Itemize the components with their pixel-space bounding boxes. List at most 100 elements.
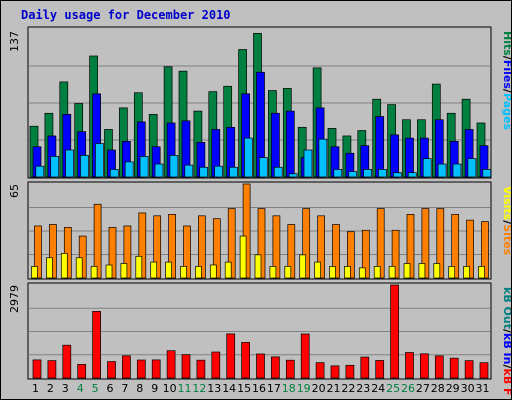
legend-visits: Visits [501,186,511,221]
bar-kb-day-30 [464,360,474,379]
x-axis-labels: 1 2 3 4 5 6 7 8 9 10 11 12 13 14 15 16 17 18 19 20 21 22 23 24 2… [32,382,490,395]
bar-visits-day-14 [224,261,232,279]
bar-visits-day-20 [314,261,321,279]
bar-kb-day-19 [300,333,310,379]
bar-files-day-25 [390,134,399,178]
chart-title: Daily usage for December 2010 [21,8,231,22]
bar-kb-day-18 [285,359,295,379]
bar-kb-day-4 [77,364,87,379]
x-tick-label: 31 [476,382,490,395]
x-tick-label: 19 [297,382,311,395]
bar-visits-day-28 [433,263,441,279]
bar-sites-day-24 [376,208,385,279]
x-tick-label: 22 [341,382,355,395]
legend-sep: / [501,89,511,94]
bar-visits-day-11 [180,266,187,279]
bar-pages-day-28 [437,163,447,178]
bar-kb-day-3 [62,344,72,379]
bar-sites-day-3 [63,227,72,279]
bar-pages-day-27 [422,158,432,178]
bar-kb-day-8 [136,359,146,379]
bar-visits-day-13 [209,264,217,279]
bar-sites-day-16 [257,208,266,279]
bar-pages-day-11 [184,164,194,178]
bar-pages-day-10 [169,155,179,178]
bar-visits-day-5 [90,266,98,279]
bar-visits-day-3 [60,253,68,279]
bar-kb-day-10 [166,350,176,379]
legend-sep: / [501,364,511,369]
bar-visits-day-31 [478,266,485,279]
bar-visits-day-9 [150,261,158,279]
bar-visits-day-15 [239,235,247,279]
bar-sites-day-20 [317,215,325,279]
bar-pages-day-15 [244,137,253,178]
bar-pages-day-14 [229,166,238,178]
bar-visits-day-17 [269,266,277,279]
bar-kb-day-24 [375,360,385,379]
bar-visits-day-1 [31,266,38,279]
bar-visits-day-19 [299,254,307,279]
x-tick-label: 18 [282,382,296,395]
bar-pages-day-13 [214,165,223,178]
bar-kb-day-9 [151,359,161,379]
bar-files-day-24 [375,116,385,178]
x-tick-label: 14 [222,382,236,395]
x-tick-label: 10 [163,382,177,395]
x-tick-label: 25 [386,382,400,395]
bar-visits-day-25 [388,266,396,279]
bar-sites-day-12 [198,215,206,279]
bar-pages-day-22 [348,171,358,178]
bar-pages-day-5 [95,143,104,178]
x-tick-label: 6 [107,382,114,395]
legend-sep: / [501,56,511,61]
bar-sites-day-8 [138,212,147,279]
legend-sites: Sites [501,224,511,255]
bar-sites-day-30 [466,219,474,279]
bar-pages-day-6 [109,169,119,178]
bar-pages-day-19 [303,149,313,178]
bar-visits-day-21 [329,266,336,279]
bar-sites-day-11 [183,225,191,279]
bar-sites-day-21 [332,224,340,279]
bar-pages-day-18 [288,173,298,178]
legend-kb-in: kB In [501,333,511,364]
bar-kb-day-5 [92,311,101,379]
bar-kb-day-28 [434,355,444,379]
bar-files-day-18 [285,110,295,178]
bar-kb-day-25 [390,284,399,379]
bar-visits-day-26 [403,263,411,279]
legend-visits-panel: Visits/Sites [501,186,511,256]
bar-pages-day-20 [318,138,328,178]
x-tick-label: 24 [371,382,385,395]
bar-pages-day-21 [333,169,343,178]
bar-visits-day-16 [254,254,262,279]
bar-visits-day-2 [46,257,53,279]
max-label-hits: 137 [8,31,21,52]
bar-kb-day-26 [405,352,414,379]
bar-sites-day-13 [212,218,221,279]
bar-sites-day-25 [391,229,400,279]
bar-pages-day-1 [35,165,45,178]
x-tick-label: 30 [461,382,475,395]
x-tick-label: 23 [356,382,370,395]
x-tick-label: 27 [416,382,430,395]
max-label-kbytes: 2979 [8,285,21,313]
bar-pages-day-26 [407,172,417,178]
bar-sites-day-22 [347,231,355,279]
x-tick-label: 20 [312,382,326,395]
bar-sites-day-26 [406,214,415,279]
bar-files-day-26 [405,137,414,178]
bar-visits-day-22 [344,266,351,279]
legend-pages: Pages [501,93,511,131]
bar-sites-day-1 [34,225,42,279]
bar-kb-day-11 [181,354,191,379]
x-tick-label: 13 [207,382,221,395]
bar-visits-day-23 [358,267,366,279]
bar-visits-day-10 [165,261,172,279]
x-tick-label: 5 [92,382,99,395]
legend-kb-f: kB F [501,369,511,396]
bar-sites-day-4 [78,235,87,279]
x-tick-label: 3 [62,382,69,395]
